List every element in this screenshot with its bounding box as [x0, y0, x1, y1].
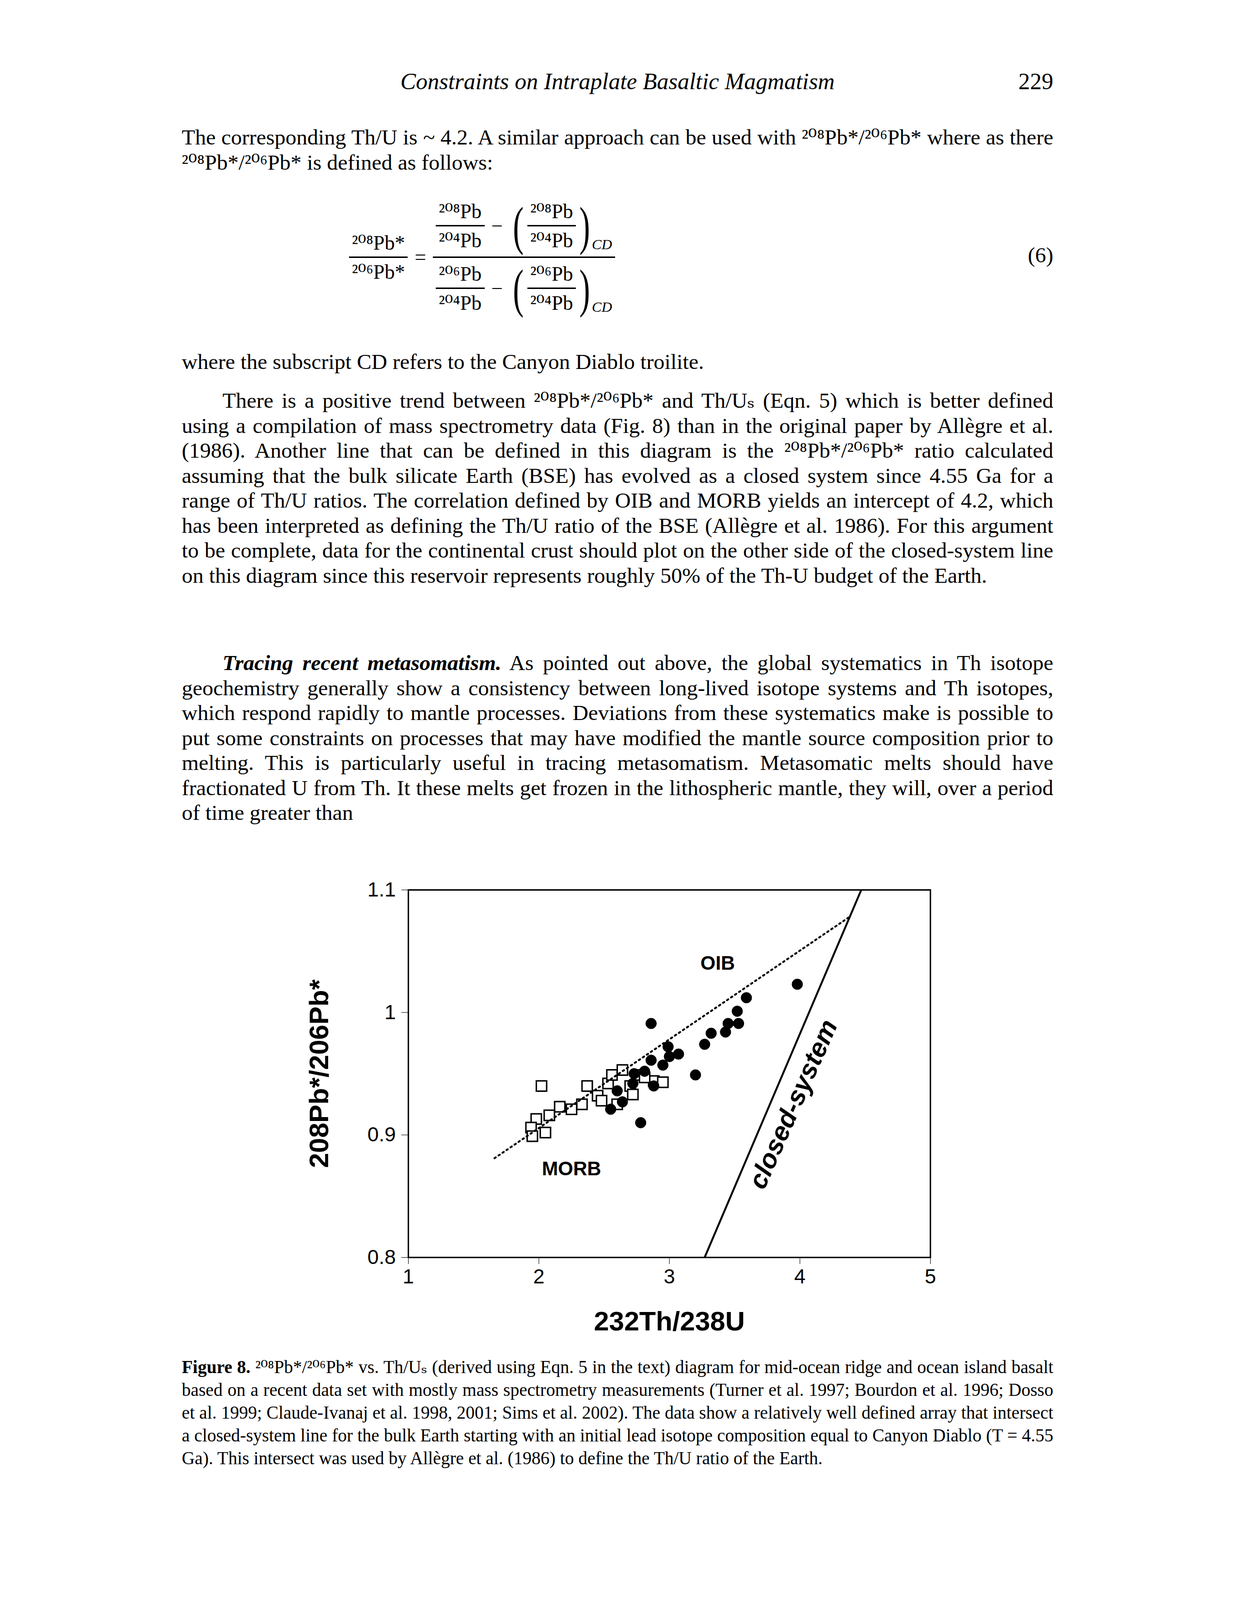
html-text:²⁰⁴Pb: ²⁰⁴Pb	[438, 229, 482, 252]
html-text:²⁰⁶Pb: ²⁰⁶Pb	[438, 262, 482, 286]
html-text:²⁰⁶Pb*: ²⁰⁶Pb*	[351, 260, 405, 283]
svg-text:MORB: MORB	[541, 1157, 602, 1179]
svg-text:208Pb*/206Pb*: 208Pb*/206Pb*	[303, 979, 334, 1168]
svg-text:232Th/238U: 232Th/238U	[593, 1305, 745, 1336]
html-text:229: 229	[1018, 68, 1054, 95]
html-text:Tracing recent metasomatism. A: Tracing recent metasomatism. As pointed …	[181, 650, 1054, 825]
html-text:²⁰⁴Pb: ²⁰⁴Pb	[530, 291, 574, 315]
html-text:Figure 8. ²⁰⁸Pb*/²⁰⁶Pb* vs. Th: Figure 8. ²⁰⁸Pb*/²⁰⁶Pb* vs. Th/Uₛ (deriv…	[181, 1356, 1054, 1468]
html-text:²⁰⁸Pb: ²⁰⁸Pb	[438, 200, 482, 223]
svg-text:3: 3	[663, 1264, 675, 1288]
html-text:There is a positive trend betw: There is a positive trend between ²⁰⁸Pb*…	[181, 388, 1054, 588]
html-text:Constraints on Intraplate Basa: Constraints on Intraplate Basaltic Magma…	[400, 68, 835, 95]
html-text:CD: CD	[591, 235, 613, 252]
html-text:²⁰⁶Pb: ²⁰⁶Pb	[530, 262, 574, 286]
svg-text:1.1: 1.1	[367, 877, 396, 901]
html-text:²⁰⁸Pb: ²⁰⁸Pb	[530, 200, 574, 223]
html-text:CD: CD	[591, 298, 613, 315]
svg-text:2: 2	[533, 1264, 545, 1288]
svg-text:1: 1	[402, 1264, 414, 1288]
html-text:where the subscript CD refers: where the subscript CD refers to the Can…	[181, 349, 704, 374]
svg-text:0.9: 0.9	[367, 1122, 396, 1146]
svg-text:5: 5	[924, 1264, 936, 1288]
html-text:(6): (6)	[1027, 242, 1054, 268]
html-text:The corresponding Th/U is ~ 4.: The corresponding Th/U is ~ 4.2. A simil…	[181, 125, 1054, 175]
html-text:²⁰⁴Pb: ²⁰⁴Pb	[438, 291, 482, 315]
svg-text:1: 1	[384, 1000, 396, 1024]
html-text:²⁰⁸Pb*: ²⁰⁸Pb*	[351, 231, 405, 254]
svg-text:0.8: 0.8	[367, 1245, 396, 1269]
svg-text:closed-system: closed-system	[742, 1014, 843, 1193]
html-text:²⁰⁴Pb: ²⁰⁴Pb	[530, 229, 574, 252]
svg-text:4: 4	[794, 1264, 806, 1288]
svg-text:OIB: OIB	[700, 951, 735, 974]
